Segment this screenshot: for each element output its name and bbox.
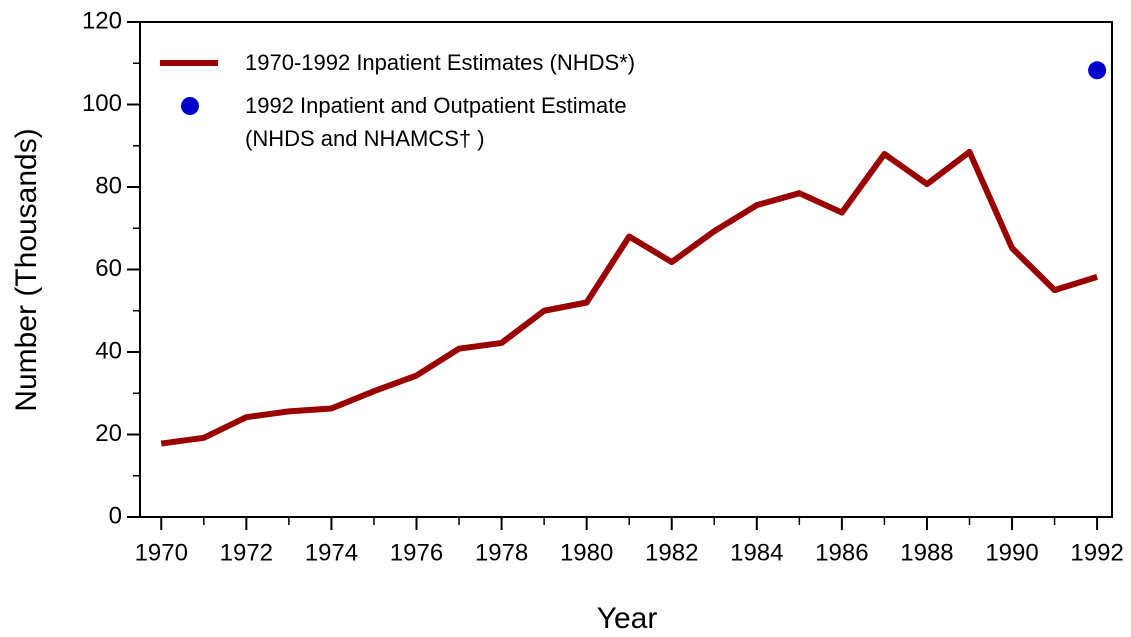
- y-tick-label: 40: [95, 337, 122, 364]
- x-tick-label: 1972: [220, 539, 273, 566]
- legend-label: 1992 Inpatient and Outpatient Estimate (…: [245, 93, 627, 151]
- x-tick-label: 1990: [985, 539, 1038, 566]
- y-tick-label: 60: [95, 255, 122, 282]
- y-axis-title: Number (Thousands): [10, 128, 43, 411]
- x-tick-label: 1984: [730, 539, 783, 566]
- x-tick-label: 1988: [900, 539, 953, 566]
- y-tick-label: 80: [95, 172, 122, 199]
- data-point: [1088, 61, 1107, 80]
- x-tick-label: 1980: [560, 539, 613, 566]
- y-tick-label: 120: [82, 7, 122, 34]
- y-tick-label: 100: [82, 90, 122, 117]
- x-tick-label: 1970: [135, 539, 188, 566]
- x-axis-title: Year: [597, 602, 658, 635]
- x-tick-label: 1978: [475, 539, 528, 566]
- data-line: [160, 148, 1099, 447]
- y-tick-label: 0: [109, 502, 122, 529]
- legend-label: 1970-1992 Inpatient Estimates (NHDS*): [245, 50, 636, 75]
- x-tick-label: 1986: [815, 539, 868, 566]
- x-tick-label: 1992: [1070, 539, 1123, 566]
- y-tick-label: 20: [95, 420, 122, 447]
- x-tick-label: 1976: [390, 539, 443, 566]
- x-tick-label: 1982: [645, 539, 698, 566]
- x-tick-label: 1974: [305, 539, 358, 566]
- legend-marker: [181, 97, 199, 115]
